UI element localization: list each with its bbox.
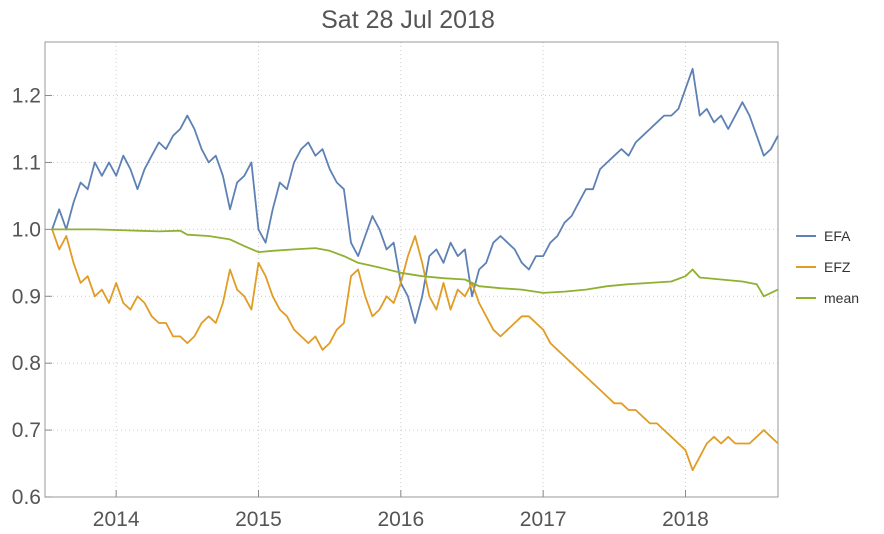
y-tick-label: 1.1 (12, 151, 41, 174)
x-tick-label: 2016 (377, 508, 424, 531)
axis-ticks: 2014 2015 2016 2017 2018 0.6 0.7 0.8 0.9 1.0 1.1 1.… (12, 85, 709, 531)
series-line-mean (52, 228, 779, 298)
x-tick-label: 2015 (235, 508, 282, 531)
legend-label-mean: mean (824, 290, 859, 306)
series-lines (51, 67, 779, 472)
x-tick-label: 2014 (93, 508, 140, 531)
y-tick-label: 1.0 (12, 218, 41, 241)
y-tick-label: 1.2 (12, 85, 41, 108)
x-tick-label: 2018 (662, 508, 709, 531)
legend-label-efz: EFZ (824, 259, 851, 275)
chart-title: Sat 28 Jul 2018 (321, 6, 495, 34)
plot-frame (44, 41, 779, 498)
grid-lines (45, 42, 778, 498)
legend-label-efa: EFA (824, 228, 851, 244)
series-line-efa (51, 67, 779, 324)
x-tick-label: 2017 (520, 508, 567, 531)
y-tick-label: 0.8 (12, 352, 41, 375)
y-tick-label: 0.9 (12, 285, 41, 308)
legend: EFA EFZ mean (796, 228, 859, 306)
y-tick-label: 0.6 (12, 486, 41, 509)
y-tick-label: 0.7 (12, 419, 41, 442)
series-line-efz (51, 229, 779, 472)
